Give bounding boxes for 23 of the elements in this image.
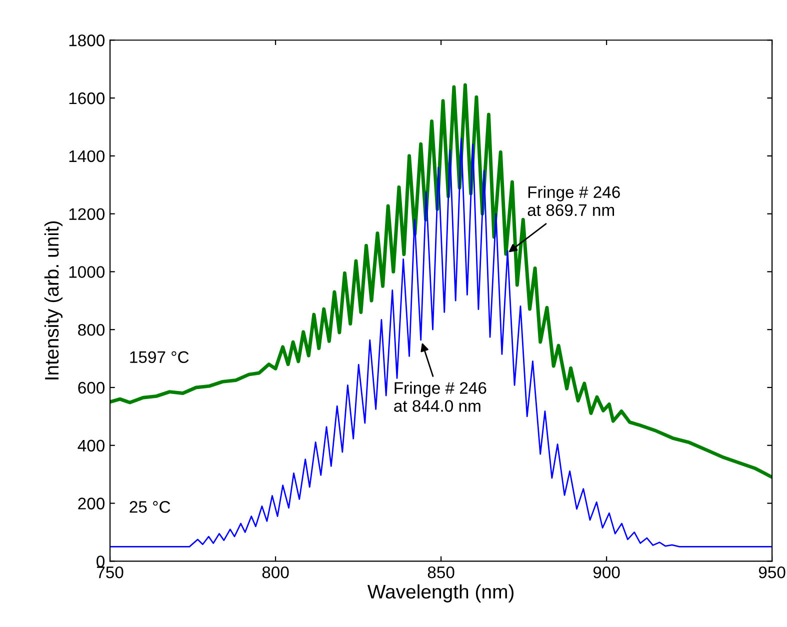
annotation: Fringe # 246 at 844.0 nm <box>394 382 486 412</box>
y-tick-label: 1200 <box>69 208 105 220</box>
line-series <box>110 138 772 548</box>
annotation: Fringe # 246 at 869.7 nm <box>528 186 620 216</box>
y-tick-label: 1600 <box>69 92 105 104</box>
y-tick-label: 1000 <box>69 266 105 278</box>
y-tick-label: 600 <box>78 382 105 394</box>
y-axis-title: Intensity (arb. unit) <box>44 221 63 380</box>
y-tick-label: 1400 <box>69 150 105 162</box>
series-label: 1597 °C <box>130 351 189 364</box>
y-tick-label: 1800 <box>69 34 105 46</box>
x-tick-label: 900 <box>593 566 620 578</box>
y-tick-label: 800 <box>78 324 105 336</box>
text: 25 °C <box>130 501 170 513</box>
x-tick-label: 850 <box>428 566 454 578</box>
y-tick-label: 200 <box>78 498 105 510</box>
y-tick-label: 400 <box>78 440 105 452</box>
x-tick-label: 750 <box>96 566 124 578</box>
x-axis-title: Wavelength (nm) <box>367 584 514 602</box>
x-tick-label: 950 <box>758 566 786 578</box>
x-tick-label: 800 <box>262 566 289 578</box>
line-series <box>110 83 772 479</box>
y-tick-label: 0 <box>96 556 105 568</box>
